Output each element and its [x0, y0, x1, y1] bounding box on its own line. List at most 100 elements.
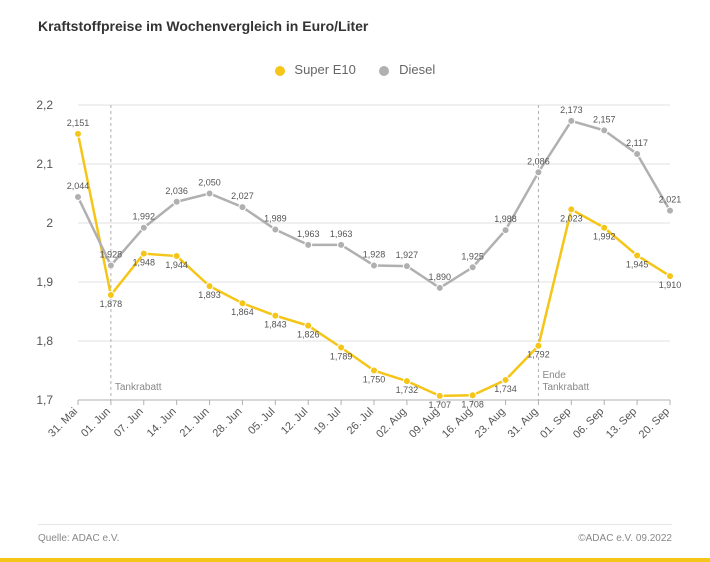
x-tick-label: 01. Jun	[79, 406, 113, 440]
x-tick-label: 19. Jul	[312, 406, 343, 437]
data-point	[305, 241, 312, 248]
data-point	[502, 376, 509, 383]
annotation-label: Ende	[542, 370, 566, 381]
legend-marker-2	[379, 66, 389, 76]
chart-title: Kraftstoffpreise im Wochenvergleich in E…	[38, 18, 368, 34]
data-label: 1,732	[396, 385, 419, 395]
data-point	[107, 291, 114, 298]
data-label: 1,893	[198, 290, 221, 300]
data-point	[667, 273, 674, 280]
x-tick-label: 23. Aug	[473, 406, 508, 441]
legend-marker-1	[275, 66, 285, 76]
data-point	[272, 226, 279, 233]
data-point	[634, 150, 641, 157]
data-label: 1,988	[494, 214, 517, 224]
data-label: 1,789	[330, 351, 353, 361]
data-label: 1,989	[264, 213, 287, 223]
data-label: 1,928	[363, 249, 386, 259]
data-label: 1,910	[659, 280, 682, 290]
data-point	[206, 190, 213, 197]
data-point	[338, 344, 345, 351]
data-point	[75, 194, 82, 201]
source-label: Quelle: ADAC e.V.	[38, 533, 119, 544]
data-label: 1,708	[461, 399, 484, 409]
legend-item-diesel: Diesel	[379, 62, 435, 77]
data-label: 1,878	[100, 299, 123, 309]
data-point	[436, 284, 443, 291]
data-point	[206, 283, 213, 290]
legend-item-super-e10: Super E10	[275, 62, 356, 77]
data-label: 1,945	[626, 259, 649, 269]
footer: Quelle: ADAC e.V. ©ADAC e.V. 09.2022	[38, 524, 672, 544]
data-point	[173, 198, 180, 205]
data-point	[403, 263, 410, 270]
copyright: ©ADAC e.V. 09.2022	[578, 533, 672, 544]
data-label: 1,944	[165, 260, 188, 270]
x-tick-label: 01. Sep	[538, 406, 573, 441]
data-point	[469, 264, 476, 271]
x-tick-label: 31. Aug	[506, 406, 541, 441]
data-label: 2,036	[165, 186, 188, 196]
x-tick-label: 02. Aug	[374, 406, 409, 441]
x-tick-label: 13. Sep	[604, 406, 639, 441]
data-point	[173, 253, 180, 260]
data-label: 2,086	[527, 156, 550, 166]
data-point	[469, 392, 476, 399]
data-label: 1,948	[133, 258, 156, 268]
x-tick-label: 20. Sep	[637, 406, 672, 441]
data-point	[403, 378, 410, 385]
data-label: 1,734	[494, 384, 517, 394]
data-label: 1,992	[593, 232, 616, 242]
data-label: 1,925	[461, 251, 484, 261]
data-point	[140, 250, 147, 257]
data-label: 2,157	[593, 114, 616, 124]
data-point	[140, 224, 147, 231]
x-tick-label: 28. Jun	[211, 406, 245, 440]
data-point	[601, 224, 608, 231]
data-label: 2,027	[231, 191, 254, 201]
data-point	[338, 241, 345, 248]
data-point	[535, 342, 542, 349]
data-point	[601, 127, 608, 134]
x-tick-label: 12. Jul	[279, 406, 310, 437]
y-tick-label: 2,1	[36, 157, 53, 171]
legend: Super E10 Diesel	[0, 62, 710, 77]
x-tick-label: 14. Jun	[145, 406, 179, 440]
data-label: 2,044	[67, 181, 90, 191]
data-point	[371, 262, 378, 269]
data-label: 2,117	[626, 138, 648, 148]
data-label: 1,928	[100, 249, 123, 259]
x-tick-label: 21. Jun	[178, 406, 212, 440]
data-label: 1,992	[133, 212, 156, 222]
x-tick-label: 31. Mai	[46, 406, 80, 440]
x-tick-label: 05. Jul	[246, 406, 277, 437]
data-point	[272, 312, 279, 319]
data-point	[502, 227, 509, 234]
data-point	[634, 252, 641, 259]
x-tick-label: 09. Aug	[407, 406, 442, 441]
annotation-label: Tankrabatt	[115, 382, 162, 393]
y-tick-label: 2	[46, 216, 53, 230]
data-point	[568, 117, 575, 124]
data-label: 2,023	[560, 213, 583, 223]
data-point	[436, 392, 443, 399]
data-point	[305, 322, 312, 329]
x-tick-label: 26. Jul	[345, 406, 376, 437]
y-tick-label: 1,8	[36, 334, 53, 348]
data-point	[75, 130, 82, 137]
data-point	[239, 204, 246, 211]
x-tick-label: 06. Sep	[571, 406, 606, 441]
data-label: 1,927	[396, 250, 419, 260]
data-point	[568, 206, 575, 213]
y-tick-label: 2,2	[36, 98, 53, 112]
data-label: 1,792	[527, 350, 550, 360]
data-label: 2,050	[198, 178, 221, 188]
data-label: 2,021	[659, 195, 682, 205]
data-point	[239, 300, 246, 307]
y-tick-label: 1,9	[36, 275, 53, 289]
x-tick-label: 16. Aug	[440, 406, 475, 441]
data-label: 1,750	[363, 375, 386, 385]
y-tick-label: 1,7	[36, 393, 53, 407]
data-label: 1,707	[429, 400, 452, 410]
data-label: 1,843	[264, 320, 287, 330]
